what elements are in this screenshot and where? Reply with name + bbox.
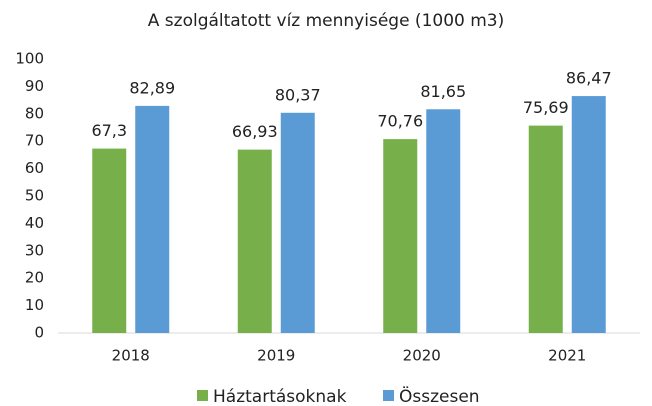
data-label: 75,69 xyxy=(523,98,569,117)
y-tick-label: 30 xyxy=(25,241,44,259)
data-label: 80,37 xyxy=(275,85,321,104)
bar xyxy=(92,148,127,333)
y-tick-label: 50 xyxy=(25,187,44,205)
legend-label: Háztartásoknak xyxy=(213,387,347,406)
data-label: 70,76 xyxy=(377,112,423,131)
y-tick-label: 100 xyxy=(15,50,44,68)
y-tick-label: 90 xyxy=(25,77,44,95)
chart-title: A szolgáltatott víz mennyisége (1000 m3) xyxy=(148,11,505,31)
y-tick-label: 40 xyxy=(25,214,44,232)
bar xyxy=(426,109,461,334)
legend-label: Összesen xyxy=(399,385,480,406)
x-tick-label: 2019 xyxy=(257,347,295,365)
x-tick-label: 2021 xyxy=(548,347,586,365)
y-tick-label: 0 xyxy=(34,324,44,342)
bar xyxy=(280,112,315,334)
bar xyxy=(571,96,606,333)
data-label: 86,47 xyxy=(566,69,612,88)
data-label: 82,89 xyxy=(129,78,175,97)
x-tick-label: 2020 xyxy=(403,347,441,365)
bar xyxy=(135,105,170,333)
y-tick-label: 10 xyxy=(25,296,44,314)
x-tick-label: 2018 xyxy=(112,347,150,365)
bar xyxy=(383,139,418,333)
legend-swatch xyxy=(383,390,394,401)
legend-swatch xyxy=(197,390,208,401)
data-label: 66,93 xyxy=(232,122,278,141)
bar xyxy=(237,149,272,333)
data-label: 67,3 xyxy=(91,121,127,140)
y-tick-label: 80 xyxy=(25,104,44,122)
y-tick-label: 60 xyxy=(25,159,44,177)
y-tick-label: 20 xyxy=(25,269,44,287)
y-tick-label: 70 xyxy=(25,132,44,150)
bar xyxy=(528,125,563,333)
data-label: 81,65 xyxy=(420,82,466,101)
